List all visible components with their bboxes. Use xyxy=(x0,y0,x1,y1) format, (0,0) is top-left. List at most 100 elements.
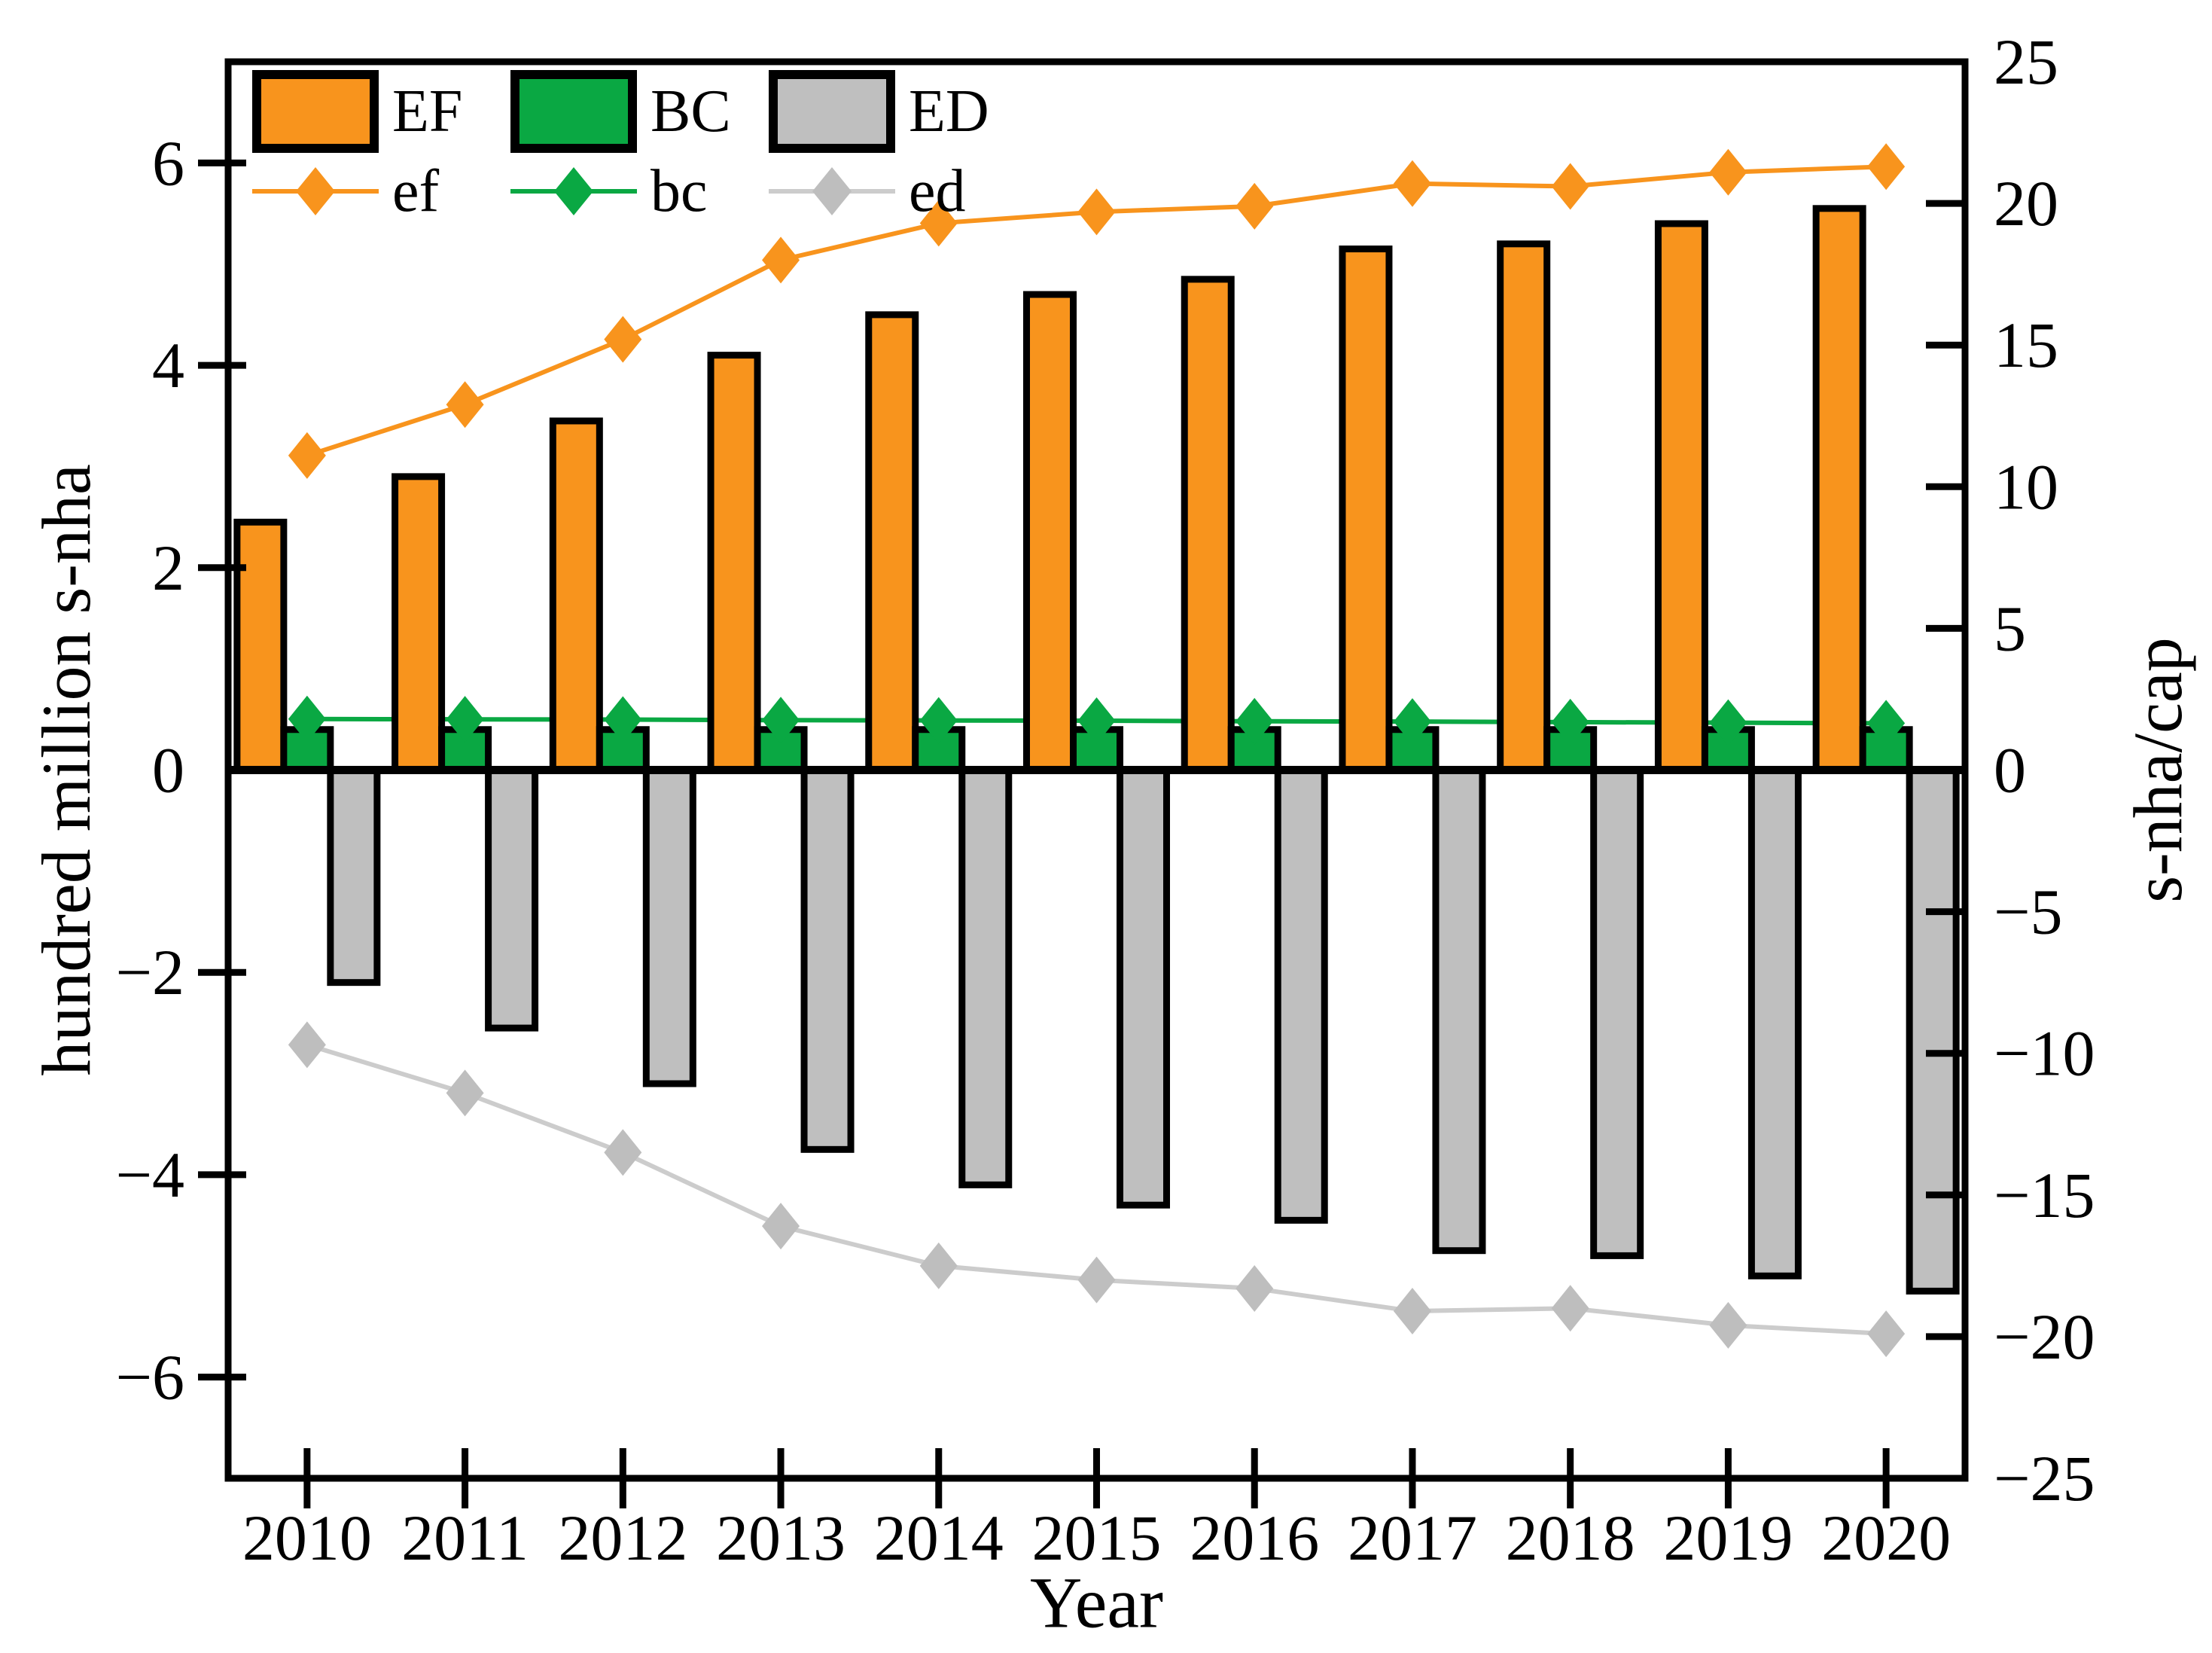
right-axis-tick-label: 20 xyxy=(1994,167,2058,239)
marker-ed-2020 xyxy=(1867,1310,1906,1358)
bar-EF-2020 xyxy=(1812,205,1866,773)
legend-label-ef: ef xyxy=(392,158,440,224)
legend-line-ed-icon xyxy=(769,167,895,215)
marker-bc-2019 xyxy=(1709,699,1747,746)
marker-ef-2017 xyxy=(1393,160,1431,207)
x-axis-tick-label: 2017 xyxy=(1348,1502,1477,1574)
legend-diamond-ed-icon xyxy=(812,167,852,215)
bar-ED-2011 xyxy=(485,767,539,1032)
x-axis-tick-label: 2018 xyxy=(1506,1502,1635,1574)
right-axis-tick-label: 25 xyxy=(1994,26,2058,98)
right-axis-tick-label: −25 xyxy=(1994,1442,2095,1514)
marker-ef-2011 xyxy=(446,381,484,428)
x-axis-tick-label: 2015 xyxy=(1032,1502,1162,1574)
legend-label-BC: BC xyxy=(650,78,731,145)
marker-ef-2018 xyxy=(1551,163,1589,210)
bar-EF-2019 xyxy=(1654,220,1708,773)
bar-ED-2019 xyxy=(1747,767,1802,1279)
marker-ed-2010 xyxy=(288,1021,326,1069)
marker-bc-2018 xyxy=(1551,698,1589,746)
x-axis-tick-label: 2016 xyxy=(1190,1502,1319,1574)
marker-bc-2015 xyxy=(1077,697,1116,745)
marker-bc-2014 xyxy=(919,697,958,744)
right-axis-tick-label: −10 xyxy=(1994,1017,2095,1090)
bar-ED-2013 xyxy=(800,767,855,1153)
marker-bc-2012 xyxy=(604,696,642,743)
right-axis-tick-label: 15 xyxy=(1994,309,2058,381)
legend-swatch-ED xyxy=(769,70,895,153)
x-axis-title: Year xyxy=(1030,1563,1163,1643)
legend: EF BC ED ef bc xyxy=(252,69,1246,231)
left-axis-tick-label: 2 xyxy=(152,532,184,604)
marker-ef-2016 xyxy=(1235,182,1274,230)
right-axis-title: s-nha/cap xyxy=(2119,637,2196,903)
legend-item-bc: bc xyxy=(510,158,708,224)
marker-ed-2015 xyxy=(1077,1256,1116,1304)
marker-ef-2019 xyxy=(1709,148,1747,196)
legend-swatch-EF xyxy=(252,70,379,153)
marker-bc-2020 xyxy=(1867,700,1906,747)
bar-EF-2018 xyxy=(1497,240,1551,774)
legend-item-BC: BC xyxy=(510,69,731,154)
left-axis-tick-label: −2 xyxy=(115,936,184,1008)
marker-ef-2013 xyxy=(762,236,800,284)
legend-label-ED: ED xyxy=(909,78,989,145)
bar-ED-2016 xyxy=(1274,767,1328,1224)
marker-ed-2017 xyxy=(1393,1288,1431,1335)
x-axis-tick-label: 2014 xyxy=(874,1502,1004,1574)
x-axis-tick-label: 2020 xyxy=(1821,1502,1951,1574)
bar-ED-2015 xyxy=(1117,767,1170,1209)
legend-line-ef-icon xyxy=(252,167,379,215)
marker-bc-2010 xyxy=(288,695,326,743)
legend-item-ef: ef xyxy=(252,158,439,224)
right-axis-tick-label: 0 xyxy=(1994,734,2026,807)
left-axis-tick-label: 0 xyxy=(152,734,184,807)
marker-bc-2017 xyxy=(1393,698,1431,746)
bar-EF-2013 xyxy=(707,352,761,773)
bar-ED-2017 xyxy=(1432,767,1486,1255)
right-axis-tick-label: 5 xyxy=(1994,592,2026,664)
marker-ef-2010 xyxy=(288,432,326,479)
left-axis-tick-label: −6 xyxy=(115,1341,184,1414)
left-axis-tick-label: −4 xyxy=(115,1139,184,1211)
marker-ed-2013 xyxy=(762,1203,800,1250)
marker-ed-2016 xyxy=(1235,1264,1274,1312)
legend-label-EF: EF xyxy=(392,78,463,145)
marker-ed-2019 xyxy=(1709,1301,1747,1349)
x-axis-tick-label: 2010 xyxy=(242,1502,372,1574)
bar-EF-2017 xyxy=(1339,246,1393,773)
bar-ED-2010 xyxy=(327,767,381,987)
legend-item-ED: ED xyxy=(769,69,989,154)
right-axis-tick-label: −15 xyxy=(1994,1159,2095,1231)
legend-label-ed: ed xyxy=(909,158,966,224)
bar-ED-2020 xyxy=(1906,767,1960,1295)
bar-ED-2012 xyxy=(642,767,696,1087)
right-axis-tick-label: −5 xyxy=(1994,876,2063,948)
marker-ed-2012 xyxy=(604,1129,642,1176)
legend-line-bc-icon xyxy=(510,167,637,215)
legend-diamond-bc-icon xyxy=(554,167,593,215)
marker-ef-2020 xyxy=(1867,143,1906,191)
legend-item-ed: ed xyxy=(769,158,966,224)
right-axis-tick-label: −20 xyxy=(1994,1301,2095,1373)
bar-ED-2014 xyxy=(958,767,1013,1188)
marker-ed-2014 xyxy=(919,1242,958,1289)
marker-bc-2013 xyxy=(762,697,800,744)
marker-ef-2014 xyxy=(919,200,958,247)
legend-label-bc: bc xyxy=(650,158,708,224)
x-axis-tick-label: 2011 xyxy=(401,1502,529,1574)
legend-diamond-ef-icon xyxy=(296,167,335,215)
legend-item-EF: EF xyxy=(252,69,462,154)
left-axis-tick-label: 6 xyxy=(152,127,184,199)
bar-EF-2014 xyxy=(865,311,919,773)
marker-ed-2018 xyxy=(1551,1285,1589,1332)
right-axis-tick-label: 10 xyxy=(1994,450,2058,523)
bar-EF-2012 xyxy=(549,417,603,773)
x-axis-tick-label: 2012 xyxy=(558,1502,687,1574)
x-axis-tick-label: 2019 xyxy=(1663,1502,1793,1574)
marker-ed-2011 xyxy=(446,1069,484,1117)
x-axis-tick-label: 2013 xyxy=(716,1502,845,1574)
